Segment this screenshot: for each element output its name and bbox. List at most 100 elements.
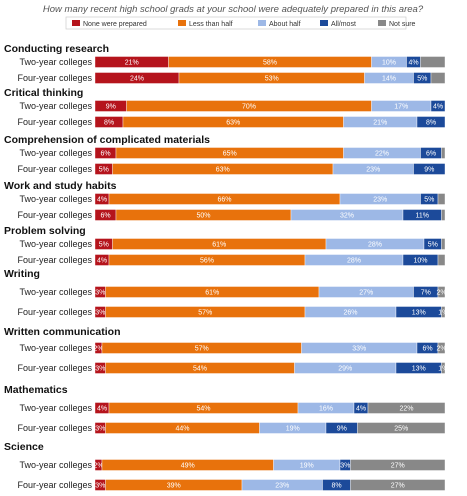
- group-heading: Work and study habits: [4, 180, 117, 192]
- value-label: 21%: [373, 120, 387, 127]
- bar-segment: [437, 342, 446, 354]
- value-label: 8%: [104, 120, 114, 127]
- group-heading: Problem solving: [4, 225, 86, 237]
- value-label: 66%: [217, 197, 231, 204]
- group-heading: Comprehension of complicated materials: [4, 134, 210, 146]
- value-label: 28%: [347, 258, 361, 265]
- chart-title: How many recent high school grads at you…: [43, 4, 424, 15]
- group-heading: Writing: [4, 268, 40, 280]
- bar-segment: [367, 402, 446, 414]
- value-label: 56%: [200, 258, 214, 265]
- value-label: 16%: [319, 406, 333, 413]
- value-label: 23%: [275, 483, 289, 490]
- legend-label: All/most: [331, 21, 356, 28]
- value-label: 19%: [300, 463, 314, 470]
- legend-label: Not sure: [389, 21, 416, 28]
- value-label: 65%: [223, 151, 237, 158]
- legend-swatch: [72, 20, 80, 26]
- row-label: Four-year colleges: [17, 117, 92, 127]
- value-label: 29%: [338, 366, 352, 373]
- value-label: 8%: [426, 120, 436, 127]
- value-label: 10%: [382, 60, 396, 67]
- bar-segment: [350, 479, 446, 491]
- value-label: 53%: [265, 76, 279, 83]
- bar-segment: [441, 306, 446, 318]
- value-label: 61%: [205, 290, 219, 297]
- value-label: 10%: [413, 258, 427, 265]
- value-label: 27%: [391, 483, 405, 490]
- value-label: 32%: [340, 213, 354, 220]
- legend-label: About half: [269, 21, 301, 28]
- legend-swatch: [258, 20, 266, 26]
- value-label: 1%: [438, 366, 448, 373]
- value-label: 24%: [130, 76, 144, 83]
- value-label: 33%: [352, 346, 366, 353]
- value-label: 9%: [337, 426, 347, 433]
- bar-segment: [430, 72, 446, 84]
- row-label: Four-year colleges: [17, 423, 92, 433]
- value-label: 3%: [340, 463, 350, 470]
- value-label: 6%: [422, 346, 432, 353]
- row-label: Two-year colleges: [19, 57, 92, 67]
- value-label: 6%: [426, 151, 436, 158]
- value-label: 9%: [424, 167, 434, 174]
- bar-segment: [416, 116, 446, 128]
- value-label: 5%: [417, 76, 427, 83]
- value-label: 4%: [97, 406, 107, 413]
- value-label: 13%: [412, 366, 426, 373]
- group-heading: Critical thinking: [4, 87, 83, 99]
- value-label: 13%: [412, 310, 426, 317]
- group-heading: Science: [4, 441, 44, 453]
- value-label: 27%: [359, 290, 373, 297]
- value-label: 58%: [263, 60, 277, 67]
- legend-label: Less than half: [189, 21, 233, 28]
- row-label: Four-year colleges: [17, 307, 92, 317]
- value-label: 57%: [198, 310, 212, 317]
- value-label: 7%: [421, 290, 431, 297]
- value-label: 19%: [286, 426, 300, 433]
- row-label: Two-year colleges: [19, 101, 92, 111]
- bar-segment: [420, 56, 446, 68]
- row-label: Two-year colleges: [19, 343, 92, 353]
- bar-segment: [357, 422, 446, 434]
- value-label: 4%: [97, 258, 107, 265]
- bar-segment: [437, 286, 446, 298]
- bar-segment: [441, 209, 446, 221]
- value-label: 6%: [100, 213, 110, 220]
- row-label: Two-year colleges: [19, 403, 92, 413]
- legend-swatch: [178, 20, 186, 26]
- group-heading: Conducting research: [4, 43, 109, 55]
- value-label: 3%: [95, 483, 105, 490]
- value-label: 50%: [196, 213, 210, 220]
- group-heading: Mathematics: [4, 384, 68, 396]
- value-label: 54%: [193, 366, 207, 373]
- value-label: 2%: [436, 290, 446, 297]
- value-label: 21%: [125, 60, 139, 67]
- value-label: 2%: [93, 346, 103, 353]
- value-label: 14%: [382, 76, 396, 83]
- value-label: 8%: [331, 483, 341, 490]
- value-label: 27%: [391, 463, 405, 470]
- bar-segment: [430, 100, 446, 112]
- value-label: 28%: [368, 242, 382, 249]
- bar-segment: [437, 193, 446, 205]
- value-label: 17%: [394, 104, 408, 111]
- row-label: Four-year colleges: [17, 255, 92, 265]
- value-label: 57%: [195, 346, 209, 353]
- value-label: 4%: [408, 60, 418, 67]
- chart-body: Conducting research Two-year colleges 21% 5…: [4, 43, 448, 491]
- value-label: 5%: [428, 242, 438, 249]
- value-label: 3%: [95, 290, 105, 297]
- value-label: 70%: [242, 104, 256, 111]
- row-label: Four-year colleges: [17, 164, 92, 174]
- value-label: 49%: [181, 463, 195, 470]
- value-label: 39%: [167, 483, 181, 490]
- row-label: Four-year colleges: [17, 363, 92, 373]
- value-label: 2%: [93, 463, 103, 470]
- legend-swatch: [320, 20, 328, 26]
- legend: None were prepared Less than half About ha…: [65, 16, 416, 30]
- legend-label: None were prepared: [83, 21, 147, 28]
- value-label: 23%: [373, 197, 387, 204]
- row-label: Four-year colleges: [17, 480, 92, 490]
